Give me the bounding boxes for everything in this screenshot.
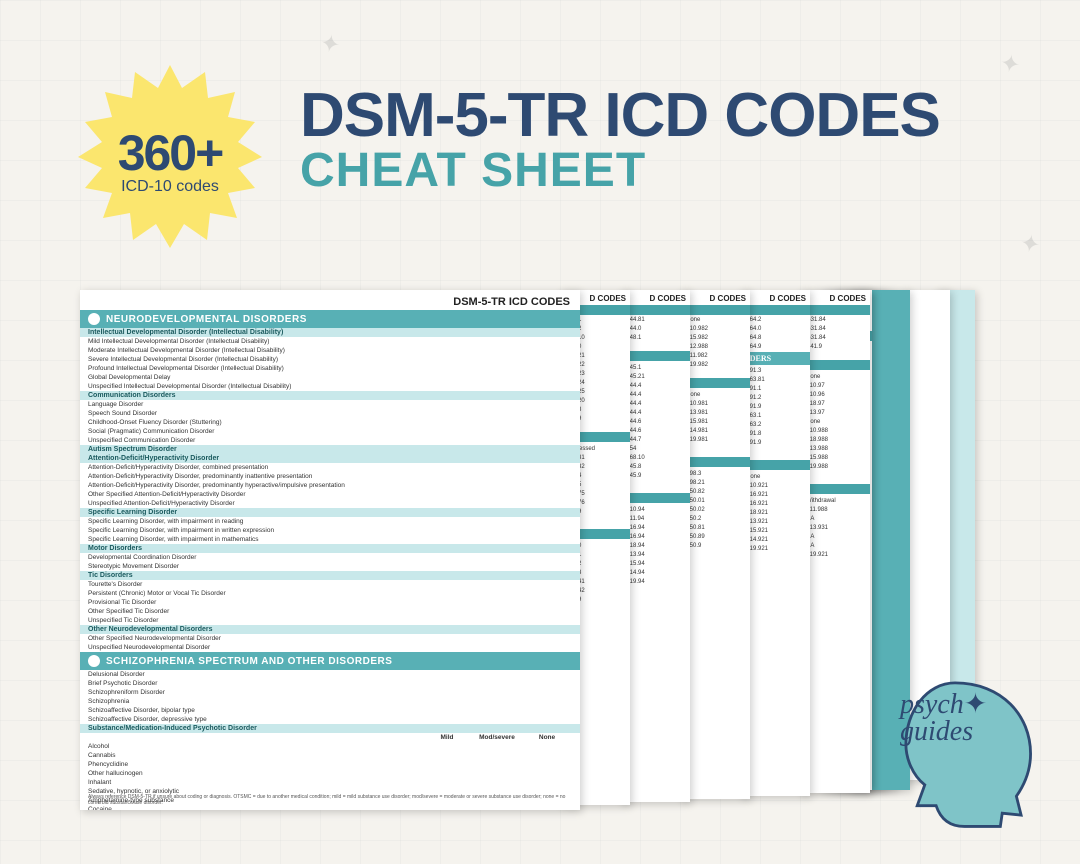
- disorder-row: Schizoaffective Disorder, depressive typ…: [80, 715, 580, 724]
- disorder-row: Specific Learning Disorder, with impairm…: [80, 526, 580, 535]
- disorder-row: Attention-Deficit/Hyperactivity Disorder…: [80, 472, 580, 481]
- headline-line2: CHEAT SHEET: [300, 143, 940, 198]
- shuffle-icon: [88, 655, 100, 667]
- logo-text: psych✦ guides: [900, 692, 987, 745]
- disorder-row: Global Developmental Delay: [80, 373, 580, 382]
- disorder-row: Brief Psychotic Disorder: [80, 679, 580, 688]
- disorder-row: Unspecified Intellectual Developmental D…: [80, 382, 580, 391]
- disorder-row: Childhood-Onset Fluency Disorder (Stutte…: [80, 418, 580, 427]
- disorder-row: Language Disorder: [80, 400, 580, 409]
- disorder-row: Alcohol: [80, 742, 580, 751]
- sparkle-icon: ✦: [318, 28, 343, 60]
- badge-label: ICD-10 codes: [121, 178, 219, 196]
- disorder-row: Social (Pragmatic) Communication Disorde…: [80, 427, 580, 436]
- page-header: DSM-5-TR ICD CODES: [80, 290, 580, 310]
- category-header: NEURODEVELOPMENTAL DISORDERS: [80, 310, 580, 328]
- front-page: DSM-5-TR ICD CODES NEURODEVELOPMENTAL DI…: [80, 290, 580, 810]
- disorder-row: Cannabis: [80, 751, 580, 760]
- disorder-row: Schizophrenia: [80, 697, 580, 706]
- disorder-row: Specific Learning Disorder, with impairm…: [80, 535, 580, 544]
- logo-line2: guides: [900, 716, 973, 747]
- subgroup-header: Attention-Deficit/Hyperactivity Disorder: [80, 454, 580, 463]
- disorder-row: Profound Intellectual Developmental Diso…: [80, 364, 580, 373]
- subgroup-header: Motor Disorders: [80, 544, 580, 553]
- disorder-row: Phencyclidine: [80, 760, 580, 769]
- disorder-row: Other Specified Attention-Deficit/Hypera…: [80, 490, 580, 499]
- subgroup-header: Autism Spectrum Disorder: [80, 445, 580, 454]
- disorder-row: Unspecified Communication Disorder: [80, 436, 580, 445]
- disorder-row: Unspecified Tic Disorder: [80, 616, 580, 625]
- subgroup-header: Substance/Medication-Induced Psychotic D…: [80, 724, 580, 733]
- headline-line1: DSM-5-TR ICD CODES: [300, 80, 940, 151]
- subgroup-header: Specific Learning Disorder: [80, 508, 580, 517]
- disorder-row: Inhalant: [80, 778, 580, 787]
- subgroup-header: Tic Disorders: [80, 571, 580, 580]
- disorder-row: Other hallucinogen: [80, 769, 580, 778]
- back-page: D CODESNoneF10.982F15.982F12.988F11.982F…: [680, 290, 750, 799]
- category-header: SCHIZOPHRENIA SPECTRUM AND OTHER DISORDE…: [80, 652, 580, 670]
- disorder-row: Severe Intellectual Developmental Disord…: [80, 355, 580, 364]
- badge-number: 360+: [118, 124, 223, 182]
- disorder-row: Developmental Coordination Disorder: [80, 553, 580, 562]
- disorder-row: Delusional Disorder: [80, 670, 580, 679]
- disorder-row: Mild Intellectual Developmental Disorder…: [80, 337, 580, 346]
- disorder-row: Provisional Tic Disorder: [80, 598, 580, 607]
- footnote: Always reference DSM-5-TR if unsure abou…: [88, 794, 572, 806]
- disorder-row: Attention-Deficit/Hyperactivity Disorder…: [80, 481, 580, 490]
- disorder-row: Tourette's Disorder: [80, 580, 580, 589]
- disorder-row: Speech Sound Disorder: [80, 409, 580, 418]
- brand-logo: psych✦ guides: [860, 664, 1050, 834]
- disorder-row: Moderate Intellectual Developmental Diso…: [80, 346, 580, 355]
- disorder-row: Stereotypic Movement Disorder: [80, 562, 580, 571]
- disorder-row: Persistent (Chronic) Motor or Vocal Tic …: [80, 589, 580, 598]
- count-badge: 360+ ICD-10 codes: [70, 60, 270, 260]
- brain-icon: [88, 313, 100, 325]
- disorder-row: Unspecified Attention-Deficit/Hyperactiv…: [80, 499, 580, 508]
- sparkle-icon: ✦: [998, 48, 1023, 80]
- sparkle-icon: ✦: [1018, 228, 1043, 260]
- disorder-row: Other Specified Tic Disorder: [80, 607, 580, 616]
- disorder-row: Unspecified Neurodevelopmental Disorder: [80, 643, 580, 652]
- disorder-row: Schizoaffective Disorder, bipolar type: [80, 706, 580, 715]
- subgroup-header: Communication Disorders: [80, 391, 580, 400]
- back-page: D CODESF64.2F64.0F64.8F64.9RDERSF91.3F63…: [740, 290, 810, 796]
- back-page: D CODESF44.81F44.0F48.1F45.1F45.21F44.4F…: [620, 290, 690, 802]
- disorder-row: Specific Learning Disorder, with impairm…: [80, 517, 580, 526]
- headline: DSM-5-TR ICD CODES CHEAT SHEET: [300, 80, 940, 198]
- disorder-row: Schizophreniform Disorder: [80, 688, 580, 697]
- disorder-row: Attention-Deficit/Hyperactivity Disorder…: [80, 463, 580, 472]
- subgroup-header: Other Neurodevelopmental Disorders: [80, 625, 580, 634]
- subgroup-header: Intellectual Developmental Disorder (Int…: [80, 328, 580, 337]
- disorder-row: Other Specified Neurodevelopmental Disor…: [80, 634, 580, 643]
